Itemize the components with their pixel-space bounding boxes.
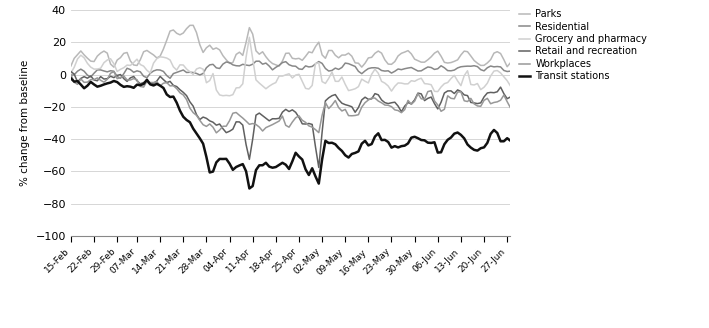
Legend: Parks, Residential, Grocery and pharmacy, Retail and recreation, Workplaces, Tra: Parks, Residential, Grocery and pharmacy…	[515, 5, 651, 85]
Y-axis label: % change from baseline: % change from baseline	[20, 60, 30, 186]
